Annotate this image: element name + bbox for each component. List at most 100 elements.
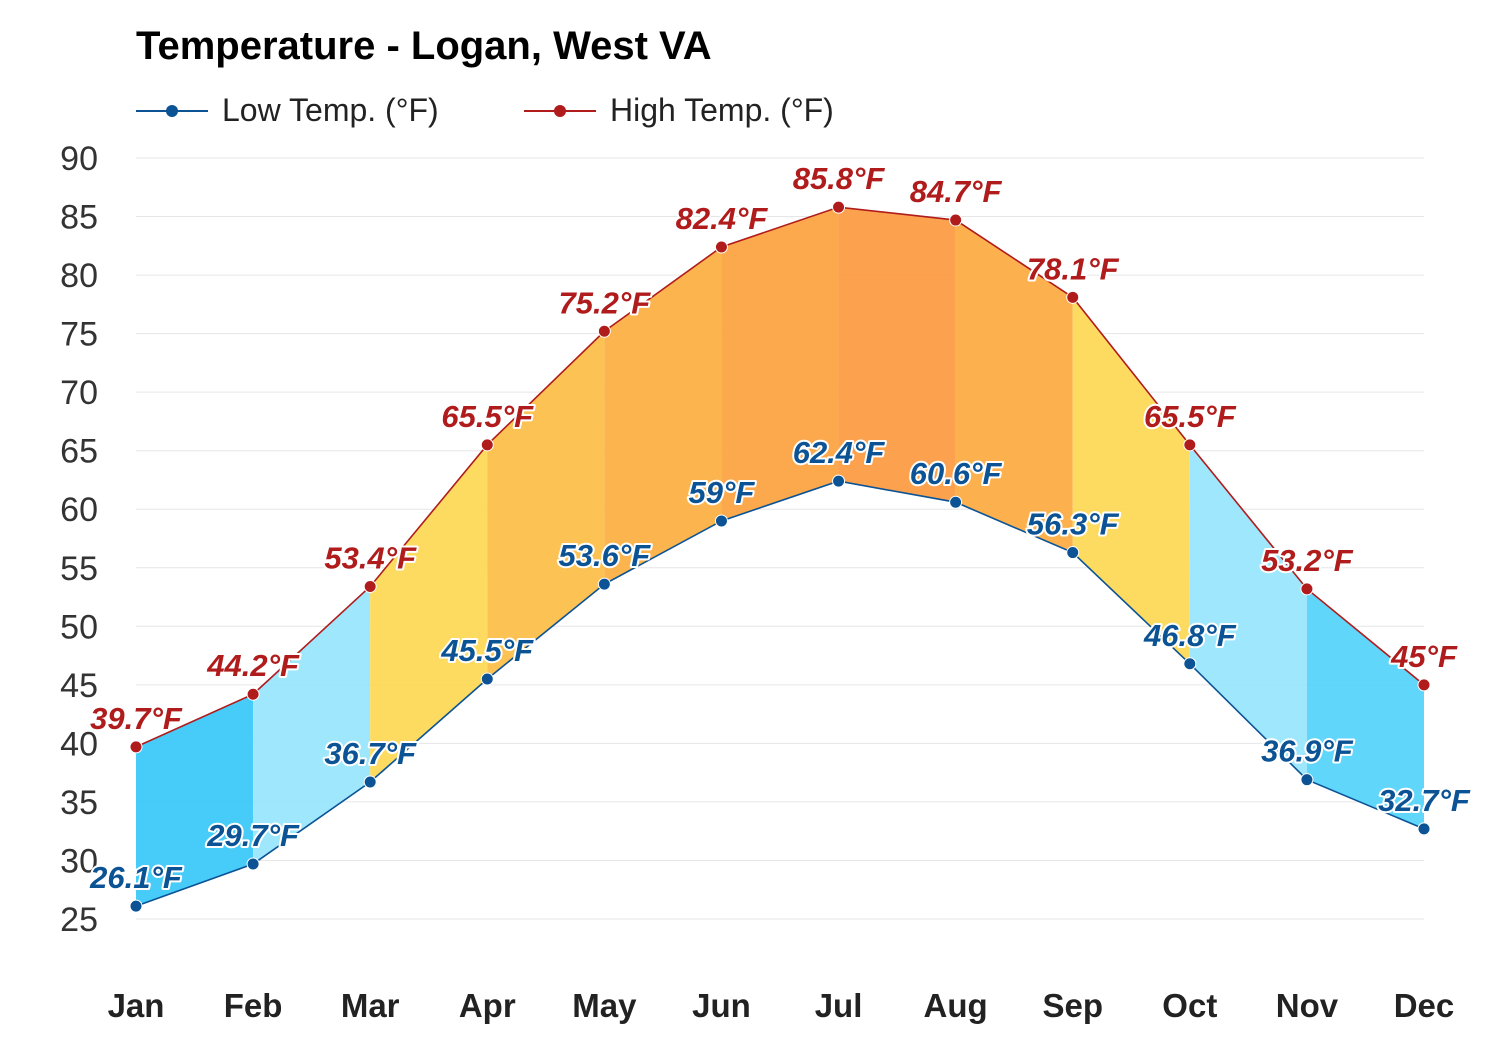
x-tick-label: Apr bbox=[459, 987, 516, 1024]
band-jan bbox=[136, 694, 254, 907]
data-label-low-jul: 62.4°F bbox=[793, 435, 886, 470]
x-tick-label: Mar bbox=[341, 987, 400, 1024]
data-label-low-jan: 26.1°F bbox=[89, 860, 183, 895]
y-tick-label: 55 bbox=[60, 550, 98, 588]
x-tick-label: Oct bbox=[1162, 987, 1217, 1024]
point-high-may bbox=[597, 324, 611, 338]
band-oct bbox=[1189, 444, 1307, 780]
y-tick-label: 25 bbox=[60, 901, 98, 939]
x-tick-label: May bbox=[572, 987, 637, 1024]
data-labels-low: 26.1°F 29.7°F 36.7°F 45.5°F 53.6°F 59°F 62.4°F… bbox=[87, 433, 1473, 897]
point-low-dec bbox=[1417, 822, 1431, 836]
y-tick-label: 45 bbox=[60, 667, 98, 705]
point-high-aug bbox=[949, 213, 963, 227]
series-line-high bbox=[135, 206, 1425, 748]
point-high-jun bbox=[714, 240, 728, 254]
data-label-high-jun: 82.4°F bbox=[676, 201, 769, 236]
data-label-high-dec: 45°F bbox=[1390, 639, 1458, 674]
band-apr bbox=[487, 331, 605, 679]
data-label-high-oct: 65.5°F bbox=[1144, 399, 1237, 434]
x-tick-label: Sep bbox=[1042, 987, 1103, 1024]
y-axis-ticks: 25 30 35 40 45 50 55 60 65 70 75 80 85 90 bbox=[60, 140, 98, 939]
data-label-low-feb: 29.7°F bbox=[206, 818, 300, 853]
data-label-high-feb: 44.2°F bbox=[206, 648, 300, 683]
y-tick-label: 30 bbox=[60, 842, 98, 880]
data-label-low-sep: 56.3°F bbox=[1027, 507, 1120, 542]
data-label-low-dec: 32.7°F bbox=[1378, 783, 1471, 818]
band-sep bbox=[1072, 297, 1190, 664]
point-low-aug bbox=[949, 495, 963, 509]
point-low-jun bbox=[714, 514, 728, 528]
data-label-high-nov: 53.2°F bbox=[1261, 543, 1354, 578]
y-tick-label: 50 bbox=[60, 608, 98, 646]
point-high-jul bbox=[832, 200, 846, 214]
point-high-nov bbox=[1300, 582, 1314, 596]
data-label-high-sep: 78.1°F bbox=[1027, 251, 1120, 286]
point-low-may bbox=[597, 577, 611, 591]
point-high-feb bbox=[246, 687, 260, 701]
x-tick-label: Feb bbox=[224, 987, 283, 1024]
point-high-sep bbox=[1066, 290, 1080, 304]
temperature-bands bbox=[136, 207, 1424, 907]
y-tick-label: 65 bbox=[60, 433, 98, 471]
y-tick-label: 85 bbox=[60, 199, 98, 237]
y-tick-label: 70 bbox=[60, 374, 98, 412]
point-high-jan bbox=[129, 740, 143, 754]
data-label-high-may: 75.2°F bbox=[559, 285, 652, 320]
point-high-dec bbox=[1417, 678, 1431, 692]
data-label-high-jan: 39.7°F bbox=[90, 701, 183, 736]
data-label-low-oct: 46.8°F bbox=[1143, 618, 1237, 653]
point-low-mar bbox=[363, 775, 377, 789]
x-tick-label: Jun bbox=[692, 987, 751, 1024]
y-tick-label: 80 bbox=[60, 257, 98, 295]
data-label-low-mar: 36.7°F bbox=[324, 736, 417, 771]
data-label-low-aug: 60.6°F bbox=[910, 456, 1003, 491]
x-tick-label: Jan bbox=[108, 987, 165, 1024]
band-feb bbox=[253, 586, 371, 864]
data-label-low-may: 53.6°F bbox=[559, 538, 652, 573]
y-tick-label: 40 bbox=[60, 725, 98, 763]
x-tick-label: Jul bbox=[815, 987, 863, 1024]
band-jul bbox=[838, 207, 956, 503]
x-tick-label: Nov bbox=[1276, 987, 1339, 1024]
legend-label-low: Low Temp. (°F) bbox=[222, 92, 439, 128]
data-labels-high: 39.7°F 44.2°F 53.4°F 65.5°F 75.2°F 82.4°F 85.8… bbox=[88, 159, 1460, 738]
point-low-jul bbox=[832, 474, 846, 488]
y-tick-label: 60 bbox=[60, 491, 98, 529]
y-tick-label: 35 bbox=[60, 784, 98, 822]
band-mar bbox=[370, 444, 488, 783]
y-tick-label: 75 bbox=[60, 316, 98, 354]
point-low-apr bbox=[480, 672, 494, 686]
series-line-low bbox=[135, 480, 1425, 907]
point-low-feb bbox=[246, 857, 260, 871]
chart-title: Temperature - Logan, West VA bbox=[136, 24, 712, 68]
band-may bbox=[604, 246, 722, 585]
data-label-low-nov: 36.9°F bbox=[1261, 734, 1354, 769]
point-high-mar bbox=[363, 580, 377, 594]
series-markers-high bbox=[129, 200, 1431, 754]
data-label-low-jun: 59°F bbox=[689, 475, 756, 510]
data-label-high-aug: 84.7°F bbox=[910, 174, 1003, 209]
x-axis-ticks: Jan Feb Mar Apr May Jun Jul Aug Sep Oct Nov Dec bbox=[108, 987, 1455, 1024]
data-label-low-apr: 45.5°F bbox=[440, 633, 534, 668]
point-low-jan bbox=[129, 899, 143, 913]
point-low-nov bbox=[1300, 773, 1314, 787]
point-high-apr bbox=[480, 438, 494, 452]
legend-low-marker-icon bbox=[136, 105, 208, 117]
point-low-oct bbox=[1183, 657, 1197, 671]
data-label-high-apr: 65.5°F bbox=[441, 399, 534, 434]
band-jun bbox=[721, 207, 839, 521]
point-low-sep bbox=[1066, 546, 1080, 560]
legend-high-marker-icon bbox=[524, 105, 596, 117]
point-high-oct bbox=[1183, 438, 1197, 452]
y-tick-label: 90 bbox=[60, 140, 98, 178]
series-markers-low bbox=[129, 474, 1431, 913]
x-tick-label: Aug bbox=[924, 987, 988, 1024]
data-label-high-mar: 53.4°F bbox=[324, 541, 417, 576]
x-tick-label: Dec bbox=[1394, 987, 1455, 1024]
data-label-high-jul: 85.8°F bbox=[793, 161, 886, 196]
legend-label-high: High Temp. (°F) bbox=[610, 92, 834, 128]
band-nov bbox=[1306, 588, 1424, 829]
band-aug bbox=[955, 220, 1073, 553]
